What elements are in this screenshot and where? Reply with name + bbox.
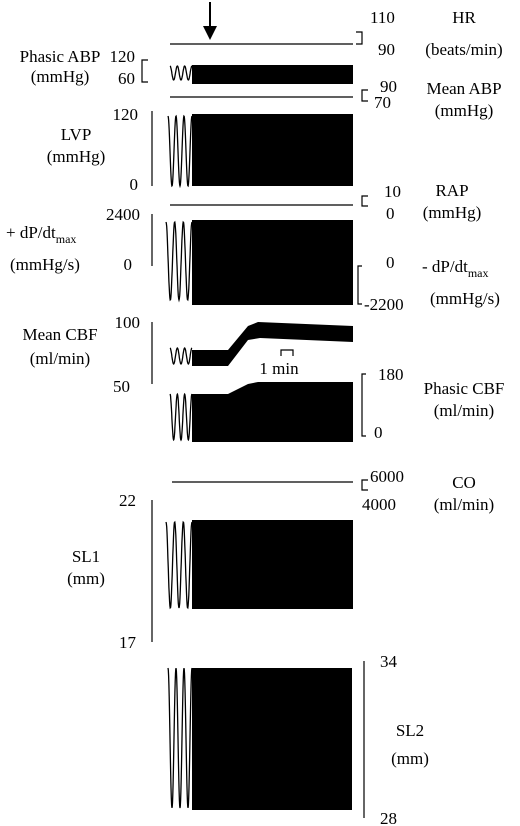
panel-dpdt: + dP/dtmax (mmHg/s) 2400 0 0 -2200 - dP/… (6, 205, 500, 314)
lvp-tick-top: 120 (113, 105, 139, 124)
lvp-trace (192, 114, 353, 186)
panel-sl1: 22 17 SL1 (mm) (67, 491, 353, 652)
sl2-trace (192, 668, 352, 810)
mean-cbf-tick-bottom: 50 (113, 377, 130, 396)
phasic-abp-tick-top: 120 (110, 47, 136, 66)
sl2-oscillation (167, 667, 193, 809)
sl1-label: SL1 (72, 547, 100, 566)
phasic-abp-scale-bracket (141, 59, 148, 83)
lvp-units: (mmHg) (47, 147, 106, 166)
mean-cbf-trace (192, 322, 353, 366)
sl2-tick-top: 34 (380, 652, 398, 671)
plus-dpdt-tick-top: 2400 (106, 205, 140, 224)
plus-dpdt-label: + dP/dtmax (6, 223, 76, 246)
panel-rap: 10 0 RAP (mmHg) (170, 181, 481, 223)
mean-cbf-tick-top: 100 (115, 313, 141, 332)
sl1-tick-bottom: 17 (119, 633, 137, 652)
dpdt-trace (192, 220, 353, 305)
minus-dpdt-scale-bracket (357, 265, 362, 305)
co-tick-top: 6000 (370, 467, 404, 486)
dpdt-oscillation (165, 220, 193, 303)
rap-units: (mmHg) (423, 203, 482, 222)
hr-tick-bottom: 90 (378, 40, 395, 59)
phasic-abp-trace (192, 65, 353, 84)
minus-dpdt-units: (mmHg/s) (430, 289, 500, 308)
panel-phasic-cbf: 180 0 Phasic CBF (ml/min) (169, 365, 505, 442)
hr-scale-bracket (356, 31, 363, 45)
mean-cbf-oscillation (169, 347, 193, 365)
mean-cbf-units: (ml/min) (30, 349, 90, 368)
panel-lvp: LVP (mmHg) 120 0 (47, 105, 353, 194)
panel-hr: 110 90 HR (beats/min) (170, 8, 503, 59)
phasic-cbf-trace (192, 382, 353, 442)
co-units: (ml/min) (434, 495, 494, 514)
phasic-abp-oscillation (169, 65, 193, 81)
sl1-oscillation (165, 520, 193, 610)
time-scale-label: 1 min (259, 359, 299, 378)
phasic-cbf-oscillation (169, 392, 193, 442)
phasic-abp-label: Phasic ABP (20, 47, 101, 66)
sl1-units: (mm) (67, 569, 105, 588)
lvp-oscillation (167, 114, 193, 189)
rap-tick-bottom: 0 (386, 204, 395, 223)
mean-abp-units: (mmHg) (435, 101, 494, 120)
panel-sl2: 34 28 SL2 (mm) (167, 652, 429, 826)
panel-mean-cbf: Mean CBF (ml/min) 100 50 1 min (22, 313, 353, 396)
minus-dpdt-label: - dP/dtmax (422, 257, 488, 280)
phasic-cbf-label: Phasic CBF (424, 379, 505, 398)
minus-dpdt-tick-zero: 0 (386, 253, 395, 272)
phasic-cbf-units: (ml/min) (434, 401, 494, 420)
sl2-tick-bottom: 28 (380, 809, 397, 826)
plus-dpdt-units: (mmHg/s) (10, 255, 80, 274)
co-tick-bottom: 4000 (362, 495, 396, 514)
phasic-cbf-scale-bracket (361, 373, 366, 437)
sl2-label: SL2 (396, 721, 424, 740)
phasic-abp-units: (mmHg) (31, 67, 90, 86)
sl2-units: (mm) (391, 749, 429, 768)
plus-dpdt-tick-zero: 0 (124, 255, 133, 274)
co-label: CO (452, 473, 476, 492)
panel-co: 6000 4000 CO (ml/min) (172, 467, 494, 514)
lvp-tick-bottom: 0 (130, 175, 139, 194)
mean-abp-tick-bottom: 70 (374, 93, 391, 112)
mean-cbf-label: Mean CBF (22, 325, 97, 344)
hr-tick-top: 110 (370, 8, 395, 27)
hr-label: HR (452, 8, 476, 27)
co-scale-bracket (361, 479, 368, 491)
mean-abp-tick-top: 90 (380, 77, 397, 96)
minus-dpdt-tick-bottom: -2200 (364, 295, 404, 314)
time-scale-bracket (280, 349, 294, 356)
mean-abp-label: Mean ABP (426, 79, 501, 98)
phasic-cbf-tick-bottom: 0 (374, 423, 383, 442)
rap-label: RAP (435, 181, 468, 200)
mean-abp-scale-bracket (361, 89, 368, 102)
sl1-trace (192, 520, 353, 609)
phasic-abp-tick-bottom: 60 (118, 69, 135, 88)
panel-phasic-abp: Phasic ABP (mmHg) 120 60 (20, 47, 353, 88)
rap-scale-bracket (361, 195, 368, 207)
hr-units: (beats/min) (425, 40, 502, 59)
sl1-tick-top: 22 (119, 491, 136, 510)
intervention-arrow (203, 2, 217, 40)
panel-mean-abp: 90 70 Mean ABP (mmHg) (170, 77, 502, 120)
lvp-label: LVP (61, 125, 92, 144)
phasic-cbf-tick-top: 180 (378, 365, 404, 384)
rap-tick-top: 10 (384, 182, 401, 201)
